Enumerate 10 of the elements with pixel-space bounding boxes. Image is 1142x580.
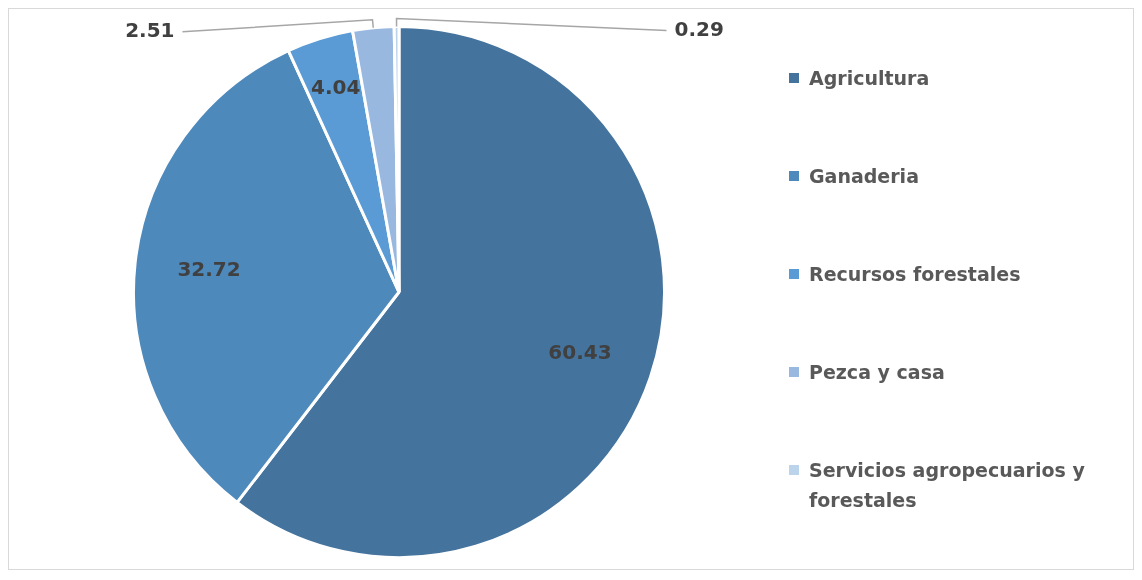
data-label: 32.72	[177, 256, 241, 281]
legend-label: Servicios agropecuarios y forestales	[809, 458, 1086, 513]
legend-label: Pezca y casa	[809, 360, 945, 385]
legend-label: Agricultura	[809, 66, 930, 91]
data-label: 60.43	[548, 339, 612, 364]
data-label: 0.29	[674, 16, 724, 41]
data-label: 4.04	[310, 75, 361, 100]
data-label: 2.51	[125, 17, 175, 42]
legend-label: Recursos forestales	[809, 262, 1021, 287]
legend-label: Ganaderia	[809, 164, 919, 189]
